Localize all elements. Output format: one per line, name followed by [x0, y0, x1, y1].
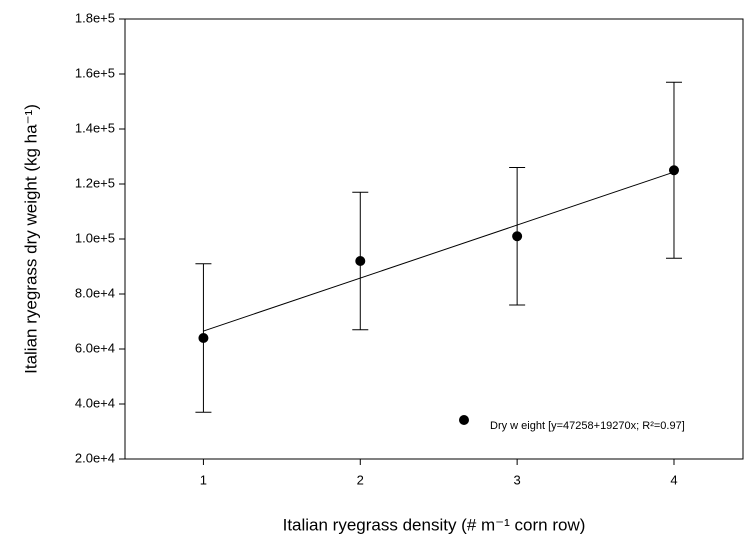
point [512, 231, 523, 242]
x-axis-title: Italian ryegrass density (# m⁻¹ corn row… [283, 515, 586, 534]
legend-text: Dry w eight [y=47258+19270x; R²=0.97] [490, 420, 685, 432]
point [355, 256, 366, 266]
y-tick-label: 1.0e+5 [75, 230, 115, 245]
y-tick-label: 8.0e+4 [75, 285, 115, 300]
y-tick-label: 6.0e+4 [75, 340, 115, 355]
y-tick-label: 1.2e+5 [75, 175, 115, 190]
x-tick-label: 1 [200, 472, 207, 487]
y-tick-label: 1.8e+5 [75, 10, 115, 25]
x-tick-label: 2 [357, 472, 364, 487]
point [668, 165, 679, 176]
plot-frame [124, 18, 744, 460]
y-tick-label: 1.6e+5 [75, 65, 115, 80]
x-tick-label: 3 [514, 472, 521, 487]
x-tick-label: 4 [670, 472, 677, 487]
y-tick-label: 2.0e+4 [75, 450, 115, 465]
y-tick-label: 4.0e+4 [75, 395, 115, 410]
fit-line [203, 171, 675, 332]
point [198, 333, 209, 343]
y-axis-title: Italian ryegrass dry weight (kg ha⁻¹) [21, 104, 40, 374]
y-tick-label: 1.4e+5 [75, 120, 115, 135]
legend-marker [459, 415, 469, 425]
